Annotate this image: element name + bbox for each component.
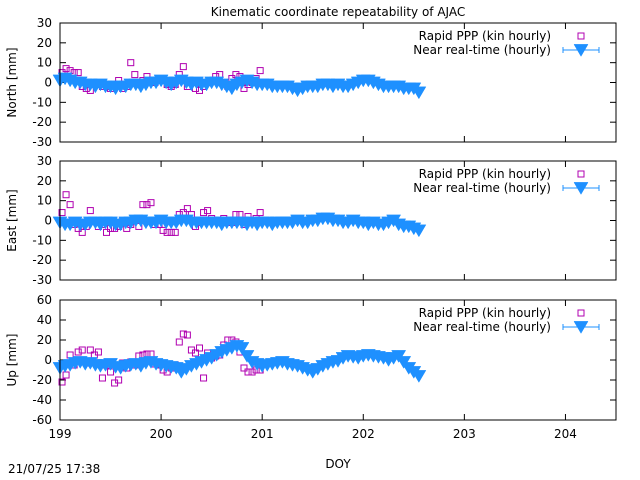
data-point <box>163 228 171 236</box>
y-tick-label: 10 <box>37 194 52 208</box>
data-point <box>248 368 256 376</box>
data-point <box>171 228 179 236</box>
chart-title: Kinematic coordinate repeatability of AJ… <box>211 5 466 19</box>
y-tick-label: 60 <box>37 293 52 307</box>
y-tick-label: 10 <box>37 56 52 70</box>
data-point <box>103 228 111 236</box>
y-tick-label: -20 <box>32 253 52 267</box>
data-point <box>240 364 248 372</box>
data-point <box>66 351 74 359</box>
data-point <box>159 226 167 234</box>
data-point <box>131 71 139 79</box>
data-point <box>98 374 106 382</box>
x-axis-label: DOY <box>325 457 351 471</box>
data-point <box>58 378 66 386</box>
data-point <box>183 331 191 339</box>
y-tick-label: 0 <box>44 76 52 90</box>
data-point <box>86 207 94 215</box>
data-point <box>167 228 175 236</box>
data-point <box>179 63 187 71</box>
y-tick-label: 20 <box>37 36 52 50</box>
data-point <box>256 209 264 217</box>
data-point <box>183 205 191 213</box>
legend-marker <box>577 170 585 178</box>
x-tick-label: 203 <box>453 427 476 441</box>
plot-frame <box>59 299 617 421</box>
y-tick-label: -10 <box>32 95 52 109</box>
y-axis-label: East [mm] <box>5 189 19 251</box>
y-tick-label: -10 <box>32 233 52 247</box>
data-point <box>58 209 66 217</box>
data-point <box>204 207 212 215</box>
y-tick-label: 40 <box>37 313 52 327</box>
data-point <box>200 374 208 382</box>
y-tick-label: 30 <box>37 154 52 168</box>
x-tick-label: 200 <box>150 427 173 441</box>
data-point <box>411 86 427 100</box>
data-point <box>411 370 427 383</box>
x-tick-label: 201 <box>251 427 274 441</box>
data-point <box>74 348 82 356</box>
data-point <box>74 69 82 77</box>
data-point <box>244 368 252 376</box>
timestamp: 21/07/25 17:38 <box>8 462 101 476</box>
y-tick-label: -40 <box>32 393 52 407</box>
y-tick-label: 0 <box>44 353 52 367</box>
y-tick-label: 20 <box>37 174 52 188</box>
y-tick-label: 20 <box>37 333 52 347</box>
legend-label: Near real-time (hourly) <box>413 43 551 57</box>
legend-label: Rapid PPP (kin hourly) <box>419 167 551 181</box>
data-point <box>191 349 199 357</box>
legend-label: Near real-time (hourly) <box>413 181 551 195</box>
data-point <box>196 344 204 352</box>
data-point <box>175 338 183 346</box>
data-point <box>200 209 208 217</box>
x-tick-label: 204 <box>554 427 577 441</box>
data-point <box>234 342 250 355</box>
y-tick-label: -20 <box>32 373 52 387</box>
data-point <box>62 191 70 199</box>
y-axis-label: Up [mm] <box>5 334 19 387</box>
legend-marker <box>577 32 585 40</box>
data-point <box>139 201 147 209</box>
y-axis-label: North [mm] <box>5 47 19 117</box>
legend-marker <box>577 309 585 317</box>
x-tick-label: 199 <box>49 427 72 441</box>
legend-label: Rapid PPP (kin hourly) <box>419 29 551 43</box>
y-tick-label: -30 <box>32 135 52 149</box>
data-point <box>127 59 135 67</box>
y-tick-label: 30 <box>37 16 52 30</box>
y-tick-label: -30 <box>32 273 52 287</box>
legend-marker <box>573 44 589 57</box>
legend-label: Rapid PPP (kin hourly) <box>419 306 551 320</box>
plot-frame <box>59 160 617 281</box>
data-point <box>115 376 123 384</box>
y-tick-label: 0 <box>44 214 52 228</box>
legend-label: Near real-time (hourly) <box>413 320 551 334</box>
data-point <box>143 201 151 209</box>
data-point <box>179 330 187 338</box>
legend-marker <box>573 182 589 195</box>
data-point <box>411 224 427 238</box>
data-point <box>78 346 86 354</box>
y-tick-label: -60 <box>32 413 52 427</box>
y-tick-label: -20 <box>32 115 52 129</box>
data-point <box>78 228 86 236</box>
data-point <box>86 346 94 354</box>
data-point <box>94 348 102 356</box>
legend-marker <box>573 321 589 334</box>
data-point <box>62 65 70 73</box>
data-point <box>62 371 70 379</box>
data-point <box>256 67 264 75</box>
x-tick-label: 202 <box>352 427 375 441</box>
plot-frame <box>59 22 617 143</box>
data-point <box>66 201 74 209</box>
data-point <box>147 199 155 207</box>
data-point <box>147 350 155 358</box>
